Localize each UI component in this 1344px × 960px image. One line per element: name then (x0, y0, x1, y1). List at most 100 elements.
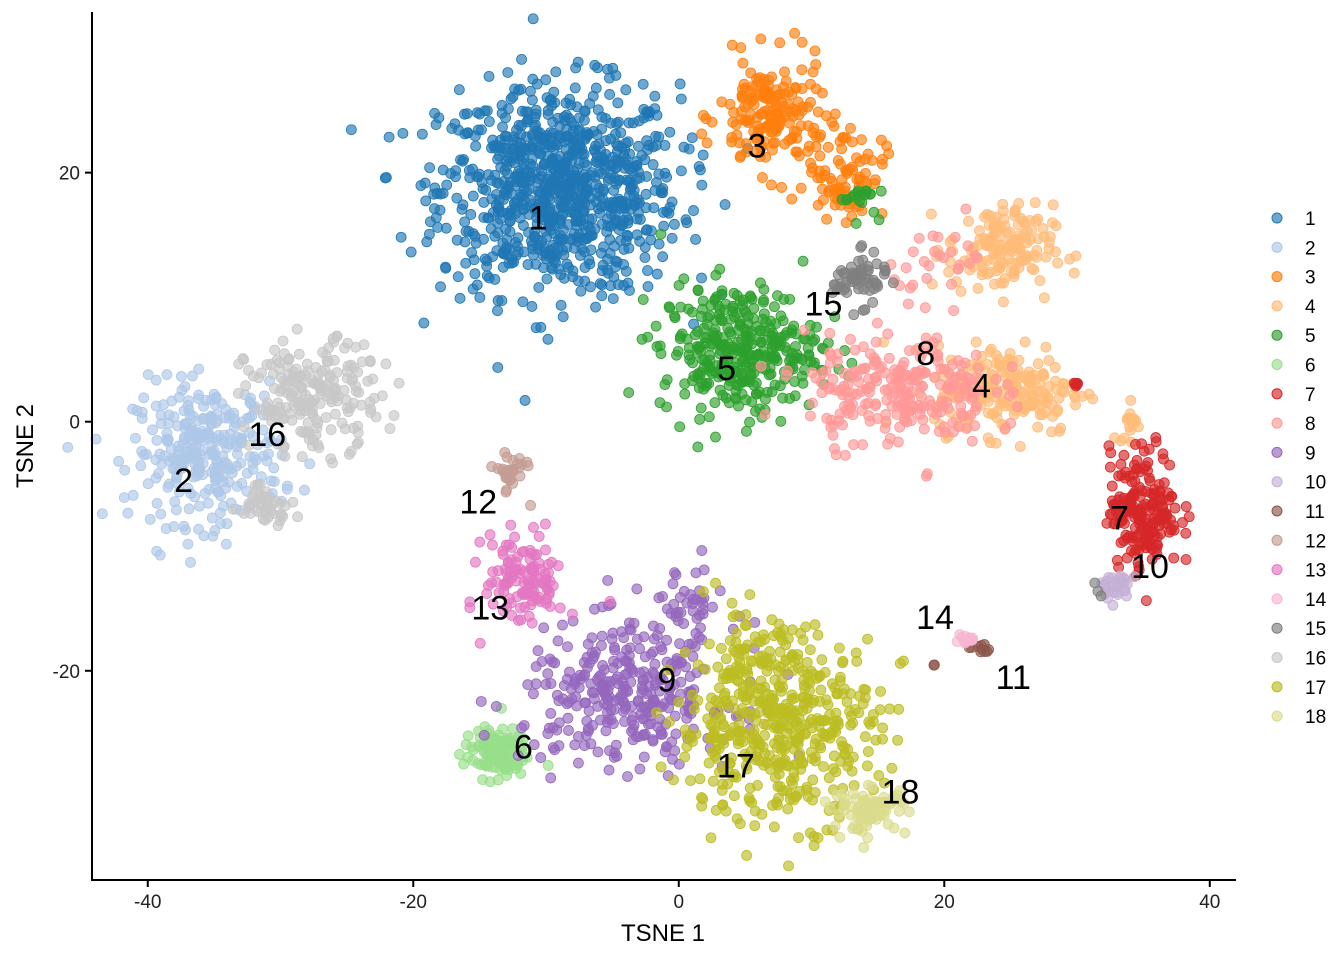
legend-label: 11 (1305, 502, 1325, 523)
cluster-label-10: 10 (1131, 548, 1169, 586)
point-cluster-2 (118, 492, 130, 503)
point-cluster-8 (925, 399, 937, 411)
point-cluster-1 (451, 192, 463, 204)
point-cluster-8 (969, 250, 981, 261)
point-cluster-17 (794, 728, 806, 740)
point-cluster-8 (935, 406, 947, 418)
point-cluster-4 (1057, 378, 1069, 389)
point-cluster-4 (1047, 199, 1059, 211)
point-cluster-1 (483, 212, 495, 224)
point-cluster-8 (871, 317, 883, 329)
point-cluster-4 (998, 296, 1009, 308)
point-cluster-3 (770, 123, 782, 135)
legend-item-17: 17 (1271, 678, 1326, 699)
legend-label: 8 (1305, 414, 1316, 435)
point-cluster-15 (1092, 585, 1104, 597)
point-cluster-2 (187, 410, 199, 422)
point-cluster-4 (994, 244, 1006, 255)
point-cluster-9 (654, 623, 666, 634)
point-cluster-5 (713, 309, 725, 321)
point-cluster-1 (496, 295, 508, 306)
point-cluster-1 (397, 127, 409, 139)
point-cluster-3 (843, 163, 855, 175)
point-cluster-2 (162, 481, 174, 493)
point-cluster-13 (522, 575, 533, 587)
legend-item-16: 16 (1271, 649, 1326, 670)
point-cluster-4 (988, 408, 1000, 419)
point-cluster-1 (498, 146, 510, 158)
point-cluster-1 (615, 127, 627, 139)
point-cluster-1 (512, 232, 524, 244)
point-cluster-5 (672, 345, 684, 357)
point-cluster-9 (522, 679, 534, 690)
point-cluster-2 (151, 497, 163, 509)
point-cluster-1 (618, 244, 630, 255)
point-cluster-17 (793, 832, 804, 844)
point-cluster-16 (257, 513, 269, 525)
point-cluster-9 (579, 740, 590, 751)
legend-swatch (1271, 300, 1283, 312)
point-cluster-10 (1112, 586, 1123, 598)
point-cluster-5 (636, 333, 648, 345)
point-cluster-8 (870, 336, 882, 348)
point-cluster-5 (654, 397, 666, 409)
point-cluster-7 (1157, 448, 1169, 460)
point-cluster-8 (900, 262, 912, 274)
point-cluster-4 (943, 266, 955, 278)
legend-swatch (1271, 593, 1283, 605)
point-cluster-17 (735, 725, 747, 737)
point-cluster-9 (578, 657, 590, 668)
point-cluster-1 (603, 200, 615, 212)
point-cluster-4 (1019, 336, 1031, 348)
point-cluster-12 (505, 474, 516, 486)
point-cluster-1 (470, 140, 482, 152)
point-cluster-1 (507, 134, 519, 146)
point-cluster-3 (755, 33, 767, 45)
point-cluster-1 (694, 164, 706, 176)
legend-item-12: 12 (1271, 531, 1326, 552)
point-cluster-1 (640, 188, 652, 200)
cluster-label-7: 7 (1110, 500, 1129, 538)
point-cluster-16 (329, 408, 341, 420)
point-cluster-3 (779, 66, 790, 78)
point-cluster-5 (760, 316, 772, 328)
legend-item-10: 10 (1271, 473, 1326, 494)
point-cluster-2 (142, 369, 154, 380)
point-cluster-1 (572, 163, 583, 175)
point-cluster-16 (262, 501, 274, 513)
point-cluster-1 (459, 108, 470, 120)
legend-item-11: 11 (1271, 502, 1325, 523)
point-cluster-17 (809, 619, 821, 631)
point-cluster-4 (982, 255, 993, 267)
point-cluster-2 (188, 471, 199, 483)
point-cluster-17 (849, 704, 861, 715)
point-cluster-8 (938, 421, 950, 433)
point-cluster-2 (127, 403, 139, 415)
point-cluster-9 (596, 630, 608, 642)
point-cluster-17 (804, 644, 816, 656)
point-cluster-8 (951, 372, 962, 383)
point-cluster-3 (742, 98, 754, 110)
point-cluster-17 (893, 703, 905, 715)
point-cluster-6 (496, 746, 508, 758)
point-cluster-2 (211, 408, 223, 420)
legend-label: 9 (1305, 443, 1316, 464)
point-cluster-17 (812, 832, 824, 844)
point-cluster-1 (452, 271, 464, 283)
point-cluster-17 (772, 781, 784, 792)
point-cluster-3 (817, 87, 828, 99)
point-cluster-4 (974, 225, 985, 237)
point-cluster-16 (352, 427, 364, 439)
point-cluster-4 (1050, 246, 1061, 258)
point-cluster-5 (789, 376, 801, 387)
point-cluster-17 (828, 750, 840, 762)
point-cluster-3 (783, 86, 795, 98)
cluster-label-9: 9 (657, 662, 676, 700)
point-cluster-4 (1017, 255, 1029, 267)
point-cluster-4 (980, 234, 991, 246)
point-cluster-6 (542, 760, 554, 771)
point-cluster-3 (814, 165, 825, 177)
point-cluster-5 (777, 315, 789, 327)
point-cluster-1 (590, 140, 602, 152)
